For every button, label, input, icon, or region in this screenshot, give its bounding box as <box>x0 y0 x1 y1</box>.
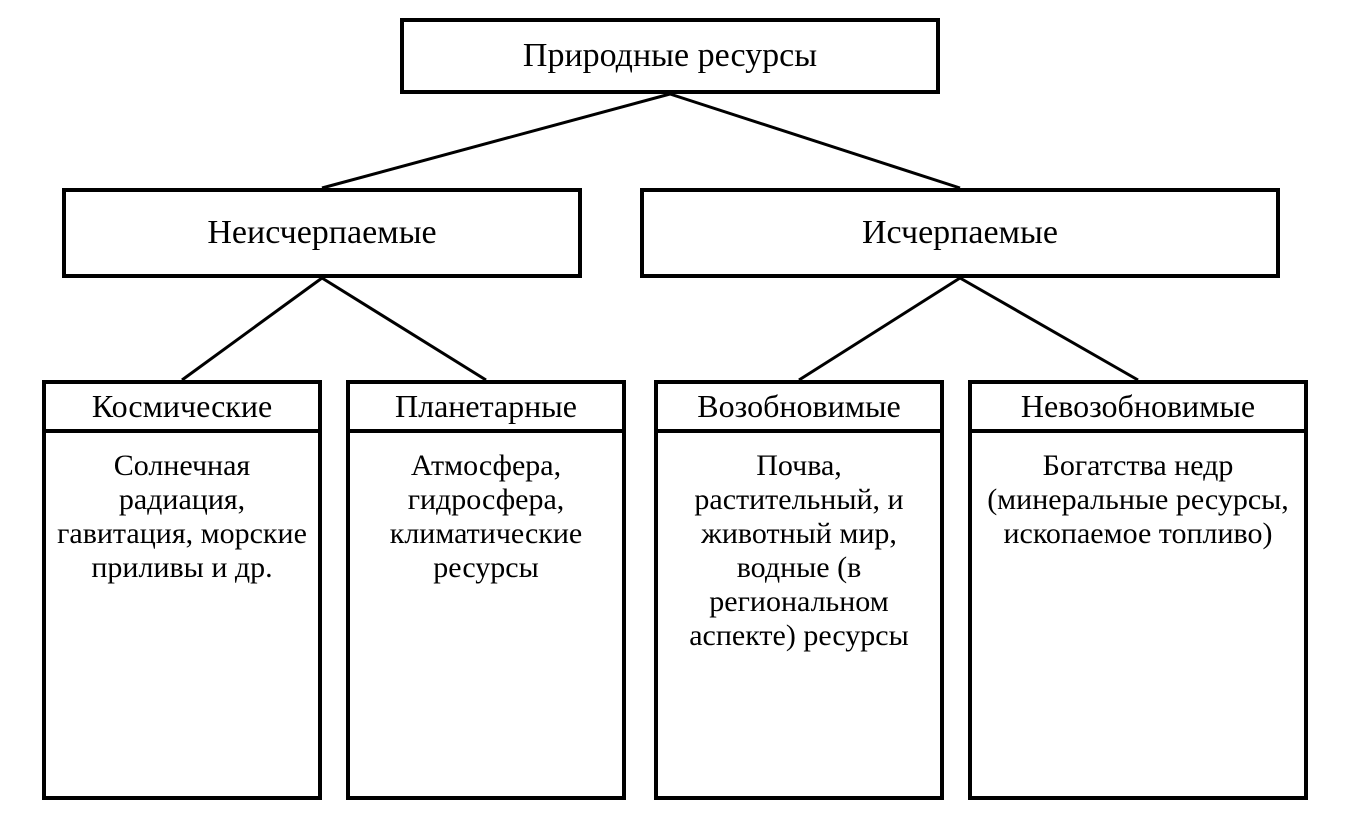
leaf-header: Планетарные <box>350 384 622 433</box>
edge <box>322 94 670 188</box>
edge <box>670 94 960 188</box>
node-exhaustible: Исчерпаемые <box>640 188 1280 278</box>
leaf-header: Возобновимые <box>658 384 940 433</box>
leaf-body: Солнечная радиация, гавитация, морские п… <box>46 433 318 601</box>
leaf-header: Космические <box>46 384 318 433</box>
edge <box>182 278 322 380</box>
leaf-body: Атмосфера, гидросфера, климатические рес… <box>350 433 622 601</box>
leaf-renewable: Возобновимые Почва, растительный, и живо… <box>654 380 944 800</box>
leaf-header: Невозобновимые <box>972 384 1304 433</box>
root-node: Природные ресурсы <box>400 18 940 94</box>
leaf-body: Богатства недр (минеральные ресурсы, иск… <box>972 433 1304 567</box>
node-inexhaustible: Неисчерпаемые <box>62 188 582 278</box>
leaf-body: Почва, растительный, и животный мир, вод… <box>658 433 940 669</box>
leaf-planetary: Планетарные Атмосфера, гидросфера, клима… <box>346 380 626 800</box>
node-label: Неисчерпаемые <box>207 214 436 252</box>
edge <box>799 278 960 380</box>
leaf-nonrenewable: Невозобновимые Богатства недр (минеральн… <box>968 380 1308 800</box>
leaf-cosmic: Космические Солнечная радиация, гавитаци… <box>42 380 322 800</box>
edge <box>960 278 1138 380</box>
root-label: Природные ресурсы <box>523 37 817 75</box>
node-label: Исчерпаемые <box>862 214 1058 252</box>
edge <box>322 278 486 380</box>
